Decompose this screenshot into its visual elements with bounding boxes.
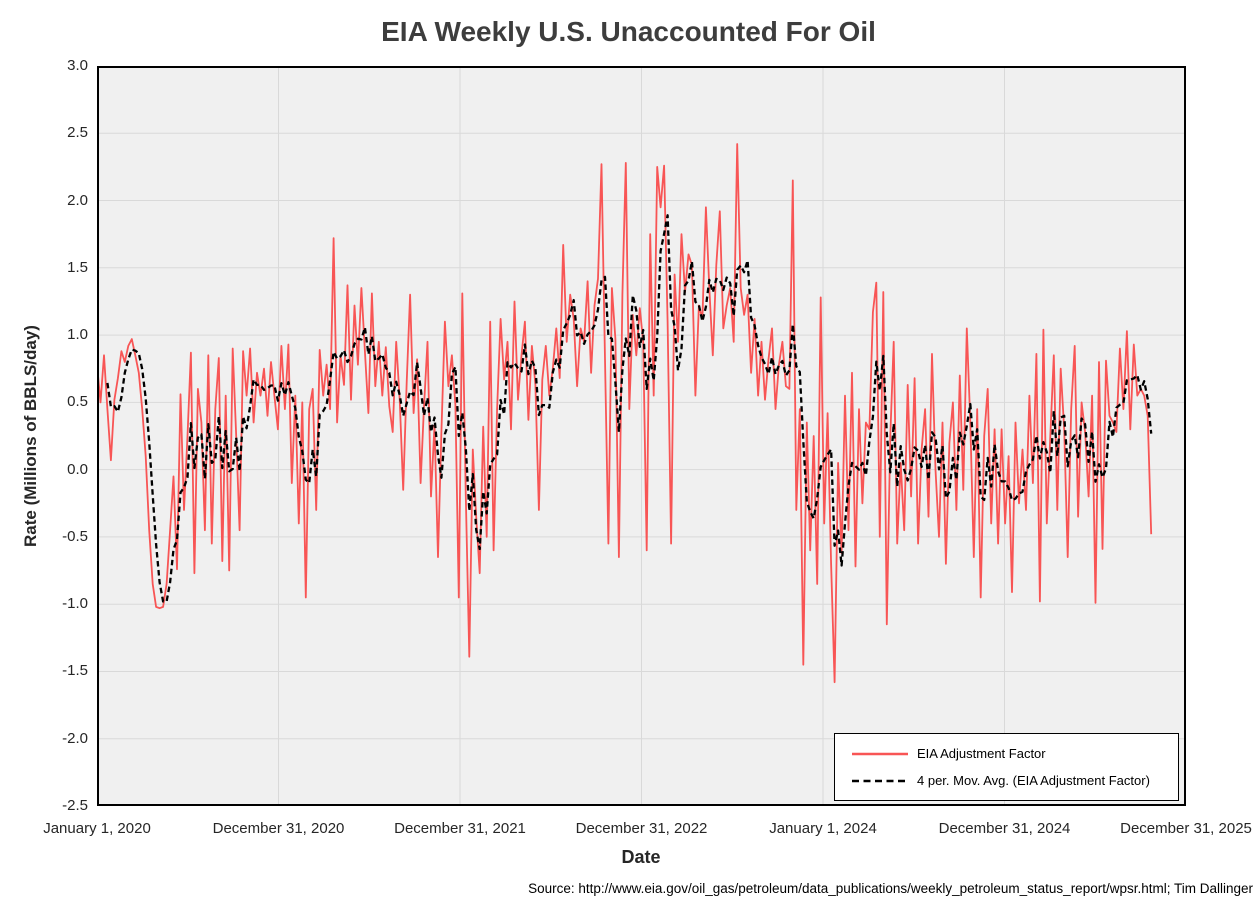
x-tick-label: December 31, 2020 [212,820,345,837]
y-tick-label: 3.0 [67,57,88,74]
y-tick-label: -2.5 [62,797,88,814]
series-eia-adjustment-factor [97,143,1153,684]
y-tick-label: 1.0 [67,326,88,344]
legend-item-moving-average: 4 per. Mov. Avg. (EIA Adjustment Factor) [851,773,1178,788]
y-tick-label: -1.5 [62,662,88,680]
legend-red-line-sample [852,752,908,755]
x-tick-label: December 31, 2022 [575,820,708,837]
y-tick-label: 0.5 [67,393,88,411]
legend-item-adjustment-factor: EIA Adjustment Factor [851,746,1178,761]
plot-area [97,66,1186,806]
legend-label: EIA Adjustment Factor [917,746,1046,761]
legend: EIA Adjustment Factor 4 per. Mov. Avg. (… [834,733,1179,801]
legend-label: 4 per. Mov. Avg. (EIA Adjustment Factor) [917,773,1150,788]
x-tick-label: December 31, 2024 [938,820,1071,837]
x-tick-label: January 1, 2024 [769,820,877,837]
y-tick-label: 2.0 [67,191,88,209]
y-tick-label: 1.5 [67,258,88,276]
y-tick-label: -0.5 [62,527,88,545]
series-4-period-moving-average [106,214,1153,603]
x-tick-label: December 31, 2021 [394,820,526,837]
x-axis-title: Date [621,847,661,867]
x-tick-label: December 31, 2025 [1120,820,1252,837]
y-axis-title: Rate (Millions of BBLS/day) [21,325,40,547]
chart-title: EIA Weekly U.S. Unaccounted For Oil [381,16,876,47]
y-tick-label: 0.0 [67,460,88,478]
y-tick-label: -2.0 [62,729,88,747]
source-note: Source: http://www.eia.gov/oil_gas/petro… [528,881,1253,896]
x-tick-label: January 1, 2020 [43,820,151,837]
y-tick-label: 2.5 [67,124,88,142]
legend-dashed-line-sample [852,779,908,782]
y-tick-label: -1.0 [62,595,88,613]
